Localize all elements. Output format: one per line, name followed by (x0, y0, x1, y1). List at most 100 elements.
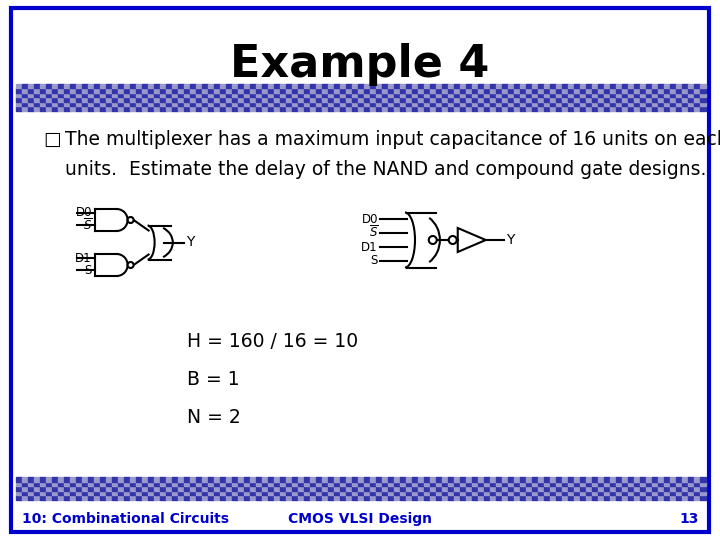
Bar (670, 84, 676, 88)
Bar (700, 482, 706, 486)
Bar (274, 106, 280, 111)
Bar (676, 495, 682, 500)
Bar (322, 486, 328, 490)
Bar (142, 477, 148, 482)
Bar (352, 88, 358, 93)
Bar (544, 102, 550, 106)
Bar (70, 486, 76, 490)
Bar (346, 97, 352, 102)
Bar (322, 84, 328, 88)
Bar (670, 495, 676, 500)
Bar (40, 97, 46, 102)
Bar (562, 102, 568, 106)
Bar (208, 97, 214, 102)
Bar (664, 93, 670, 97)
Bar (586, 93, 592, 97)
Bar (514, 482, 520, 486)
Bar (262, 482, 268, 486)
Bar (298, 97, 304, 102)
Bar (184, 93, 190, 97)
Bar (526, 486, 532, 490)
Bar (34, 84, 40, 88)
Bar (376, 102, 382, 106)
Bar (160, 490, 166, 495)
Bar (406, 93, 412, 97)
Bar (514, 495, 520, 500)
Bar (532, 88, 538, 93)
Bar (388, 490, 394, 495)
Bar (436, 477, 442, 482)
Bar (586, 102, 592, 106)
Bar (304, 490, 310, 495)
Bar (202, 84, 208, 88)
Bar (496, 97, 502, 102)
Bar (382, 102, 388, 106)
Bar (64, 88, 70, 93)
Bar (472, 88, 478, 93)
Bar (550, 84, 556, 88)
Bar (34, 482, 40, 486)
Bar (442, 482, 448, 486)
Bar (400, 93, 406, 97)
Bar (292, 477, 298, 482)
Bar (406, 97, 412, 102)
Bar (166, 88, 172, 93)
Bar (598, 477, 604, 482)
Bar (484, 93, 490, 97)
Bar (208, 477, 214, 482)
Bar (112, 84, 118, 88)
Bar (280, 495, 286, 500)
Bar (418, 88, 424, 93)
Bar (658, 482, 664, 486)
Bar (652, 477, 658, 482)
Bar (310, 495, 316, 500)
Bar (676, 93, 682, 97)
Bar (250, 102, 256, 106)
Bar (328, 482, 334, 486)
Bar (70, 97, 76, 102)
Bar (466, 88, 472, 93)
Bar (190, 106, 196, 111)
Bar (382, 495, 388, 500)
Bar (670, 490, 676, 495)
Bar (364, 97, 370, 102)
Bar (226, 93, 232, 97)
Bar (256, 102, 262, 106)
Bar (382, 486, 388, 490)
Bar (172, 482, 178, 486)
Bar (232, 495, 238, 500)
Bar (286, 490, 292, 495)
Bar (124, 97, 130, 102)
Bar (244, 84, 250, 88)
Bar (202, 93, 208, 97)
Bar (214, 97, 220, 102)
Bar (556, 84, 562, 88)
Bar (502, 93, 508, 97)
Bar (154, 93, 160, 97)
Bar (628, 495, 634, 500)
Bar (322, 482, 328, 486)
Bar (424, 97, 430, 102)
Bar (442, 490, 448, 495)
Bar (262, 88, 268, 93)
Bar (358, 102, 364, 106)
Bar (16, 97, 22, 102)
Bar (298, 490, 304, 495)
Bar (526, 84, 532, 88)
Bar (94, 106, 100, 111)
Bar (346, 88, 352, 93)
Bar (238, 106, 244, 111)
Bar (166, 102, 172, 106)
Bar (406, 88, 412, 93)
Bar (88, 84, 94, 88)
Bar (640, 482, 646, 486)
Bar (670, 482, 676, 486)
Bar (40, 495, 46, 500)
Bar (328, 477, 334, 482)
Bar (226, 477, 232, 482)
Bar (700, 93, 706, 97)
Bar (148, 482, 154, 486)
Bar (370, 477, 376, 482)
Bar (310, 486, 316, 490)
Bar (616, 93, 622, 97)
